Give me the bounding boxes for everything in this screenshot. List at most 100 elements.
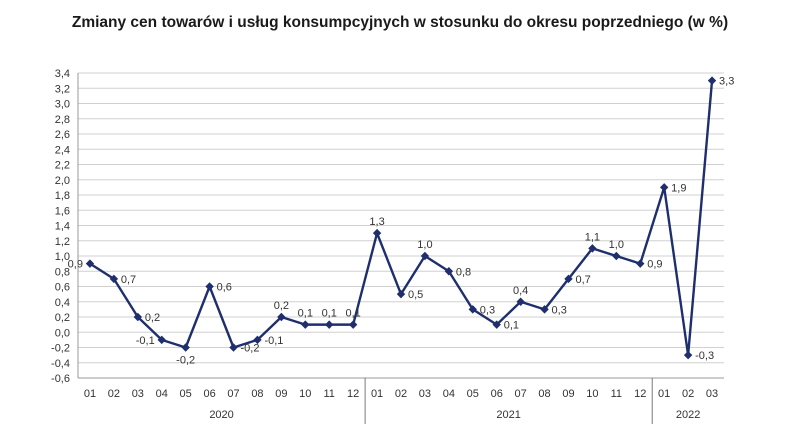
gridlines xyxy=(78,72,724,379)
data-label: 0,2 xyxy=(145,312,160,324)
data-label: 1,3 xyxy=(369,216,384,228)
x-tick-label: 09 xyxy=(562,388,574,400)
y-tick-label: 2,0 xyxy=(55,175,70,187)
x-tick-label: 12 xyxy=(634,388,646,400)
data-point-marker xyxy=(181,343,190,352)
series-line-path xyxy=(89,80,714,357)
x-tick-label: 08 xyxy=(538,388,550,400)
data-point-marker xyxy=(396,289,406,299)
data-point-marker xyxy=(348,320,358,329)
y-tick-label: 3,2 xyxy=(55,83,70,95)
data-point-marker xyxy=(636,259,645,268)
axes: -0,6 -0,4 -0,2 0,0 0,2 0,4 0,6 0,8 1,0 1,2 1,4 1,6 1… xyxy=(51,68,724,424)
year-label: 2021 xyxy=(496,409,520,421)
data-label: 0,1 xyxy=(322,308,337,320)
y-tick-label: 2,2 xyxy=(55,160,70,172)
data-point-marker xyxy=(229,343,238,352)
y-tick-label: 1,2 xyxy=(55,236,70,248)
data-label: 1,0 xyxy=(417,239,432,251)
data-label: 0,7 xyxy=(575,274,590,286)
y-tick-label: -0,6 xyxy=(51,373,70,385)
y-tick-label: 1,8 xyxy=(55,190,70,202)
x-tick-label: 08 xyxy=(251,388,263,400)
data-point-marker xyxy=(683,350,693,360)
data-label: 0,7 xyxy=(121,274,136,286)
x-tick-label: 07 xyxy=(515,388,527,400)
series-line xyxy=(89,80,714,357)
data-point-marker xyxy=(516,297,525,306)
x-tick-label: 02 xyxy=(108,388,120,400)
y-tick-label: 1,6 xyxy=(55,205,70,217)
data-points xyxy=(85,76,717,360)
data-point-marker xyxy=(157,335,166,345)
data-point-marker xyxy=(444,267,454,276)
y-tick-label: 1,0 xyxy=(55,251,70,263)
data-label: 0,4 xyxy=(513,285,528,297)
data-point-marker xyxy=(540,305,549,314)
x-tick-label: 01 xyxy=(658,388,670,400)
data-point-marker xyxy=(372,228,382,238)
data-label: 0,1 xyxy=(345,308,360,320)
x-tick-label: 02 xyxy=(682,388,694,400)
data-label: 0,3 xyxy=(480,304,495,316)
x-tick-label: 10 xyxy=(586,388,598,400)
data-label: 0,5 xyxy=(408,289,423,301)
x-tick-label: 06 xyxy=(203,388,215,400)
y-tick-label: -0,4 xyxy=(51,358,70,370)
data-point-marker xyxy=(420,251,430,261)
x-tick-label: 11 xyxy=(611,388,622,400)
y-tick-label: -0,2 xyxy=(51,343,70,355)
data-label: 0,9 xyxy=(647,259,662,271)
x-tick-label: 07 xyxy=(227,388,239,400)
data-point-marker xyxy=(85,259,95,268)
data-label: 0,3 xyxy=(552,304,567,316)
y-tick-label: 0,0 xyxy=(55,327,70,339)
data-point-marker xyxy=(205,282,214,291)
x-tick-label: 03 xyxy=(419,388,431,400)
data-point-marker xyxy=(301,320,310,329)
x-tick-label: 04 xyxy=(156,388,168,400)
data-point-marker xyxy=(564,274,573,284)
data-label: -0,1 xyxy=(136,335,155,347)
year-label: 2020 xyxy=(209,409,233,421)
year-label: 2022 xyxy=(676,409,700,421)
y-tick-label: 0,2 xyxy=(55,312,70,324)
data-point-marker xyxy=(468,305,477,314)
data-point-marker xyxy=(109,274,119,284)
x-tick-label: 05 xyxy=(467,388,479,400)
x-tick-label: 02 xyxy=(395,388,407,400)
data-labels: 0,9 0,7 0,2 -0,1 -0,2 0,6 -0,2 -0,1 0,2 0,1 0,1 0,1… xyxy=(68,76,735,367)
data-label: 0,1 xyxy=(504,320,519,332)
y-tick-label: 0,6 xyxy=(55,282,70,294)
x-tick-label: 03 xyxy=(706,388,718,400)
data-label: -0,2 xyxy=(241,343,260,355)
data-point-marker xyxy=(588,244,597,253)
data-label: 1,9 xyxy=(671,182,686,194)
y-tick-label: 2,6 xyxy=(55,129,70,141)
data-label: 0,9 xyxy=(68,259,83,271)
data-point-marker xyxy=(707,76,717,85)
x-tick-label: 12 xyxy=(347,388,359,400)
data-label: 1,0 xyxy=(609,239,624,251)
data-point-marker xyxy=(492,320,501,329)
x-tick-label: 06 xyxy=(491,388,503,400)
data-point-marker xyxy=(253,335,262,345)
chart-title: Zmiany cen towarów i usług konsumpcyjnyc… xyxy=(71,14,729,31)
data-point-marker xyxy=(612,251,621,261)
data-label: 0,2 xyxy=(274,300,289,312)
y-tick-label: 3,0 xyxy=(55,99,70,111)
y-tick-label: 3,4 xyxy=(55,68,70,80)
x-tick-label: 11 xyxy=(324,388,335,400)
data-point-marker xyxy=(659,183,669,192)
data-label: -0,3 xyxy=(695,350,714,362)
y-tick-label: 2,4 xyxy=(55,144,70,156)
data-point-marker xyxy=(277,312,286,322)
x-tick-label: 03 xyxy=(132,388,144,400)
data-label: -0,1 xyxy=(264,335,283,347)
x-tick-label: 01 xyxy=(371,388,383,400)
x-tick-label: 01 xyxy=(84,388,96,400)
data-label: -0,2 xyxy=(176,355,195,367)
y-tick-label: 2,8 xyxy=(55,114,70,126)
data-label: 3,3 xyxy=(719,76,734,88)
